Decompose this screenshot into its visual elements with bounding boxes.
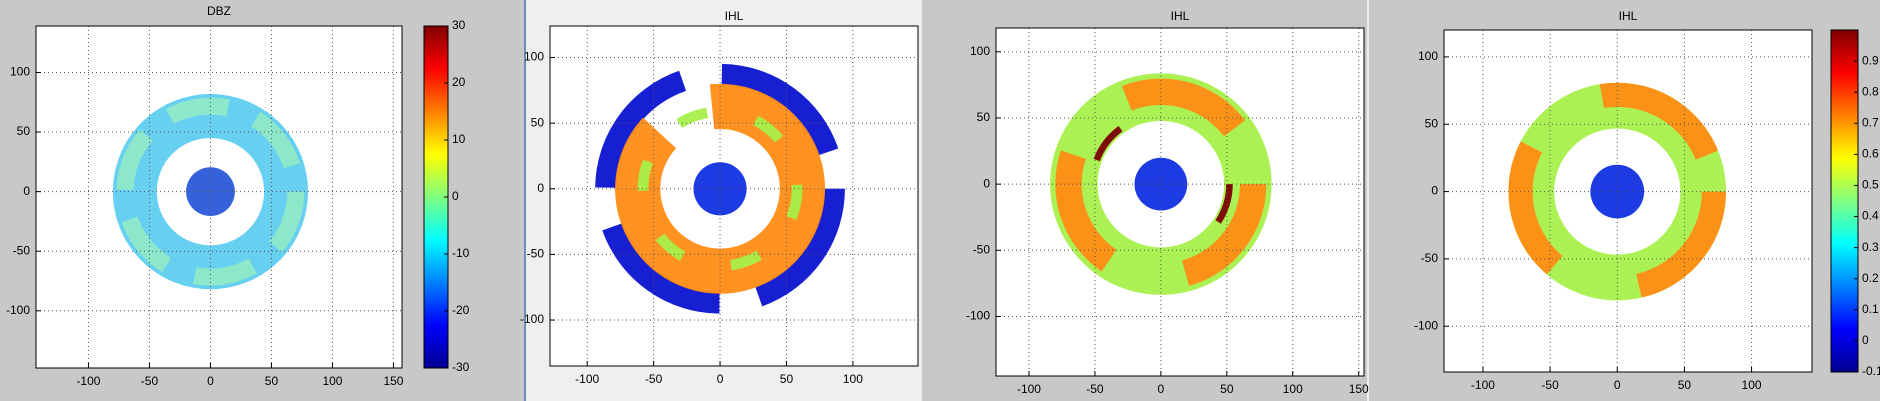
radar-echo	[112, 94, 309, 290]
x-tick-label: 0	[1158, 382, 1165, 396]
axes-frame	[549, 25, 919, 367]
y-tick-label: 50	[531, 115, 545, 129]
radar-echo-layer	[595, 63, 845, 314]
colorbar-tick-label: 0.7	[1862, 115, 1879, 129]
y-tick-label: 50	[17, 124, 31, 138]
colorbar-tick-label: 20	[452, 75, 466, 89]
axes-frame	[35, 25, 403, 369]
y-tick-label: -100	[966, 309, 990, 323]
colorbar-tick-label: 0.8	[1862, 84, 1879, 98]
colorbar-tick-label: 0	[1862, 333, 1869, 347]
x-tick-label: 0	[1614, 378, 1621, 392]
colorbar-tick-label: 0.5	[1862, 178, 1879, 192]
x-tick-label: 0	[207, 374, 214, 388]
colorbar-tick-label: -10	[452, 246, 470, 260]
y-tick-label: -50	[13, 243, 31, 257]
y-tick-label: -100	[6, 303, 30, 317]
x-tick-label: -50	[1541, 378, 1559, 392]
chart-title: IHL	[1619, 9, 1638, 23]
y-tick-label: 50	[977, 110, 991, 124]
x-tick-label: 100	[843, 372, 863, 386]
x-tick-label: 100	[322, 374, 342, 388]
x-tick-label: 0	[717, 372, 724, 386]
radar-echo	[1088, 112, 1233, 257]
colorbar-tick-label: 10	[452, 132, 466, 146]
y-tick-label: 100	[1418, 49, 1438, 63]
axes-frame	[995, 27, 1365, 377]
y-tick-label: 0	[1431, 184, 1438, 198]
y-tick-label: -50	[527, 247, 545, 261]
y-tick-label: 100	[970, 44, 990, 58]
colorbar-tick-label: -0.1	[1862, 364, 1880, 378]
chart-title: DBZ	[207, 4, 231, 18]
x-tick-label: 100	[1742, 378, 1762, 392]
x-tick-label: -50	[645, 372, 663, 386]
x-tick-label: -100	[1017, 382, 1041, 396]
colorbar-tick-label: 0.9	[1862, 53, 1879, 67]
colorbar-tick-label: 30	[452, 18, 466, 32]
radar-echo	[186, 167, 235, 217]
y-tick-label: -50	[973, 242, 991, 256]
chart-title: IHL	[1171, 9, 1190, 23]
radar-echo	[693, 162, 747, 216]
x-tick-label: 50	[1678, 378, 1692, 392]
y-tick-label: -50	[1421, 251, 1439, 265]
x-tick-label: 150	[383, 374, 403, 388]
colorbar-tick-label: 0.2	[1862, 271, 1879, 285]
colorbar	[1830, 29, 1859, 373]
y-tick-label: -100	[520, 312, 544, 326]
x-tick-label: -100	[575, 372, 599, 386]
radar-echo-layer	[112, 94, 309, 290]
y-tick-label: 0	[983, 176, 990, 190]
axes-frame	[1443, 29, 1813, 373]
x-tick-label: 50	[265, 374, 279, 388]
y-tick-label: 0	[537, 181, 544, 195]
x-tick-label: 150	[1349, 382, 1369, 396]
x-tick-label: 50	[780, 372, 794, 386]
x-tick-label: -100	[1471, 378, 1495, 392]
colorbar-tick-label: 0.1	[1862, 302, 1879, 316]
colorbar-tick-label: -30	[452, 360, 470, 374]
x-tick-label: 50	[1220, 382, 1234, 396]
colorbar-tick-label: 0.3	[1862, 240, 1879, 254]
y-tick-label: 50	[1425, 116, 1439, 130]
x-tick-label: 100	[1283, 382, 1303, 396]
colorbar-tick-label: -20	[452, 303, 470, 317]
x-tick-label: -100	[76, 374, 100, 388]
colorbar-tick-label: 0.6	[1862, 147, 1879, 161]
colorbar-tick-label: 0	[452, 189, 459, 203]
y-tick-label: 100	[10, 65, 30, 79]
chart-title: IHL	[725, 9, 744, 23]
y-tick-label: -100	[1414, 318, 1438, 332]
x-tick-label: -50	[141, 374, 159, 388]
y-tick-label: 100	[524, 50, 544, 64]
y-tick-label: 0	[23, 184, 30, 198]
colorbar-tick-label: 0.4	[1862, 209, 1879, 223]
x-tick-label: -50	[1086, 382, 1104, 396]
radar-echo	[1590, 164, 1645, 219]
